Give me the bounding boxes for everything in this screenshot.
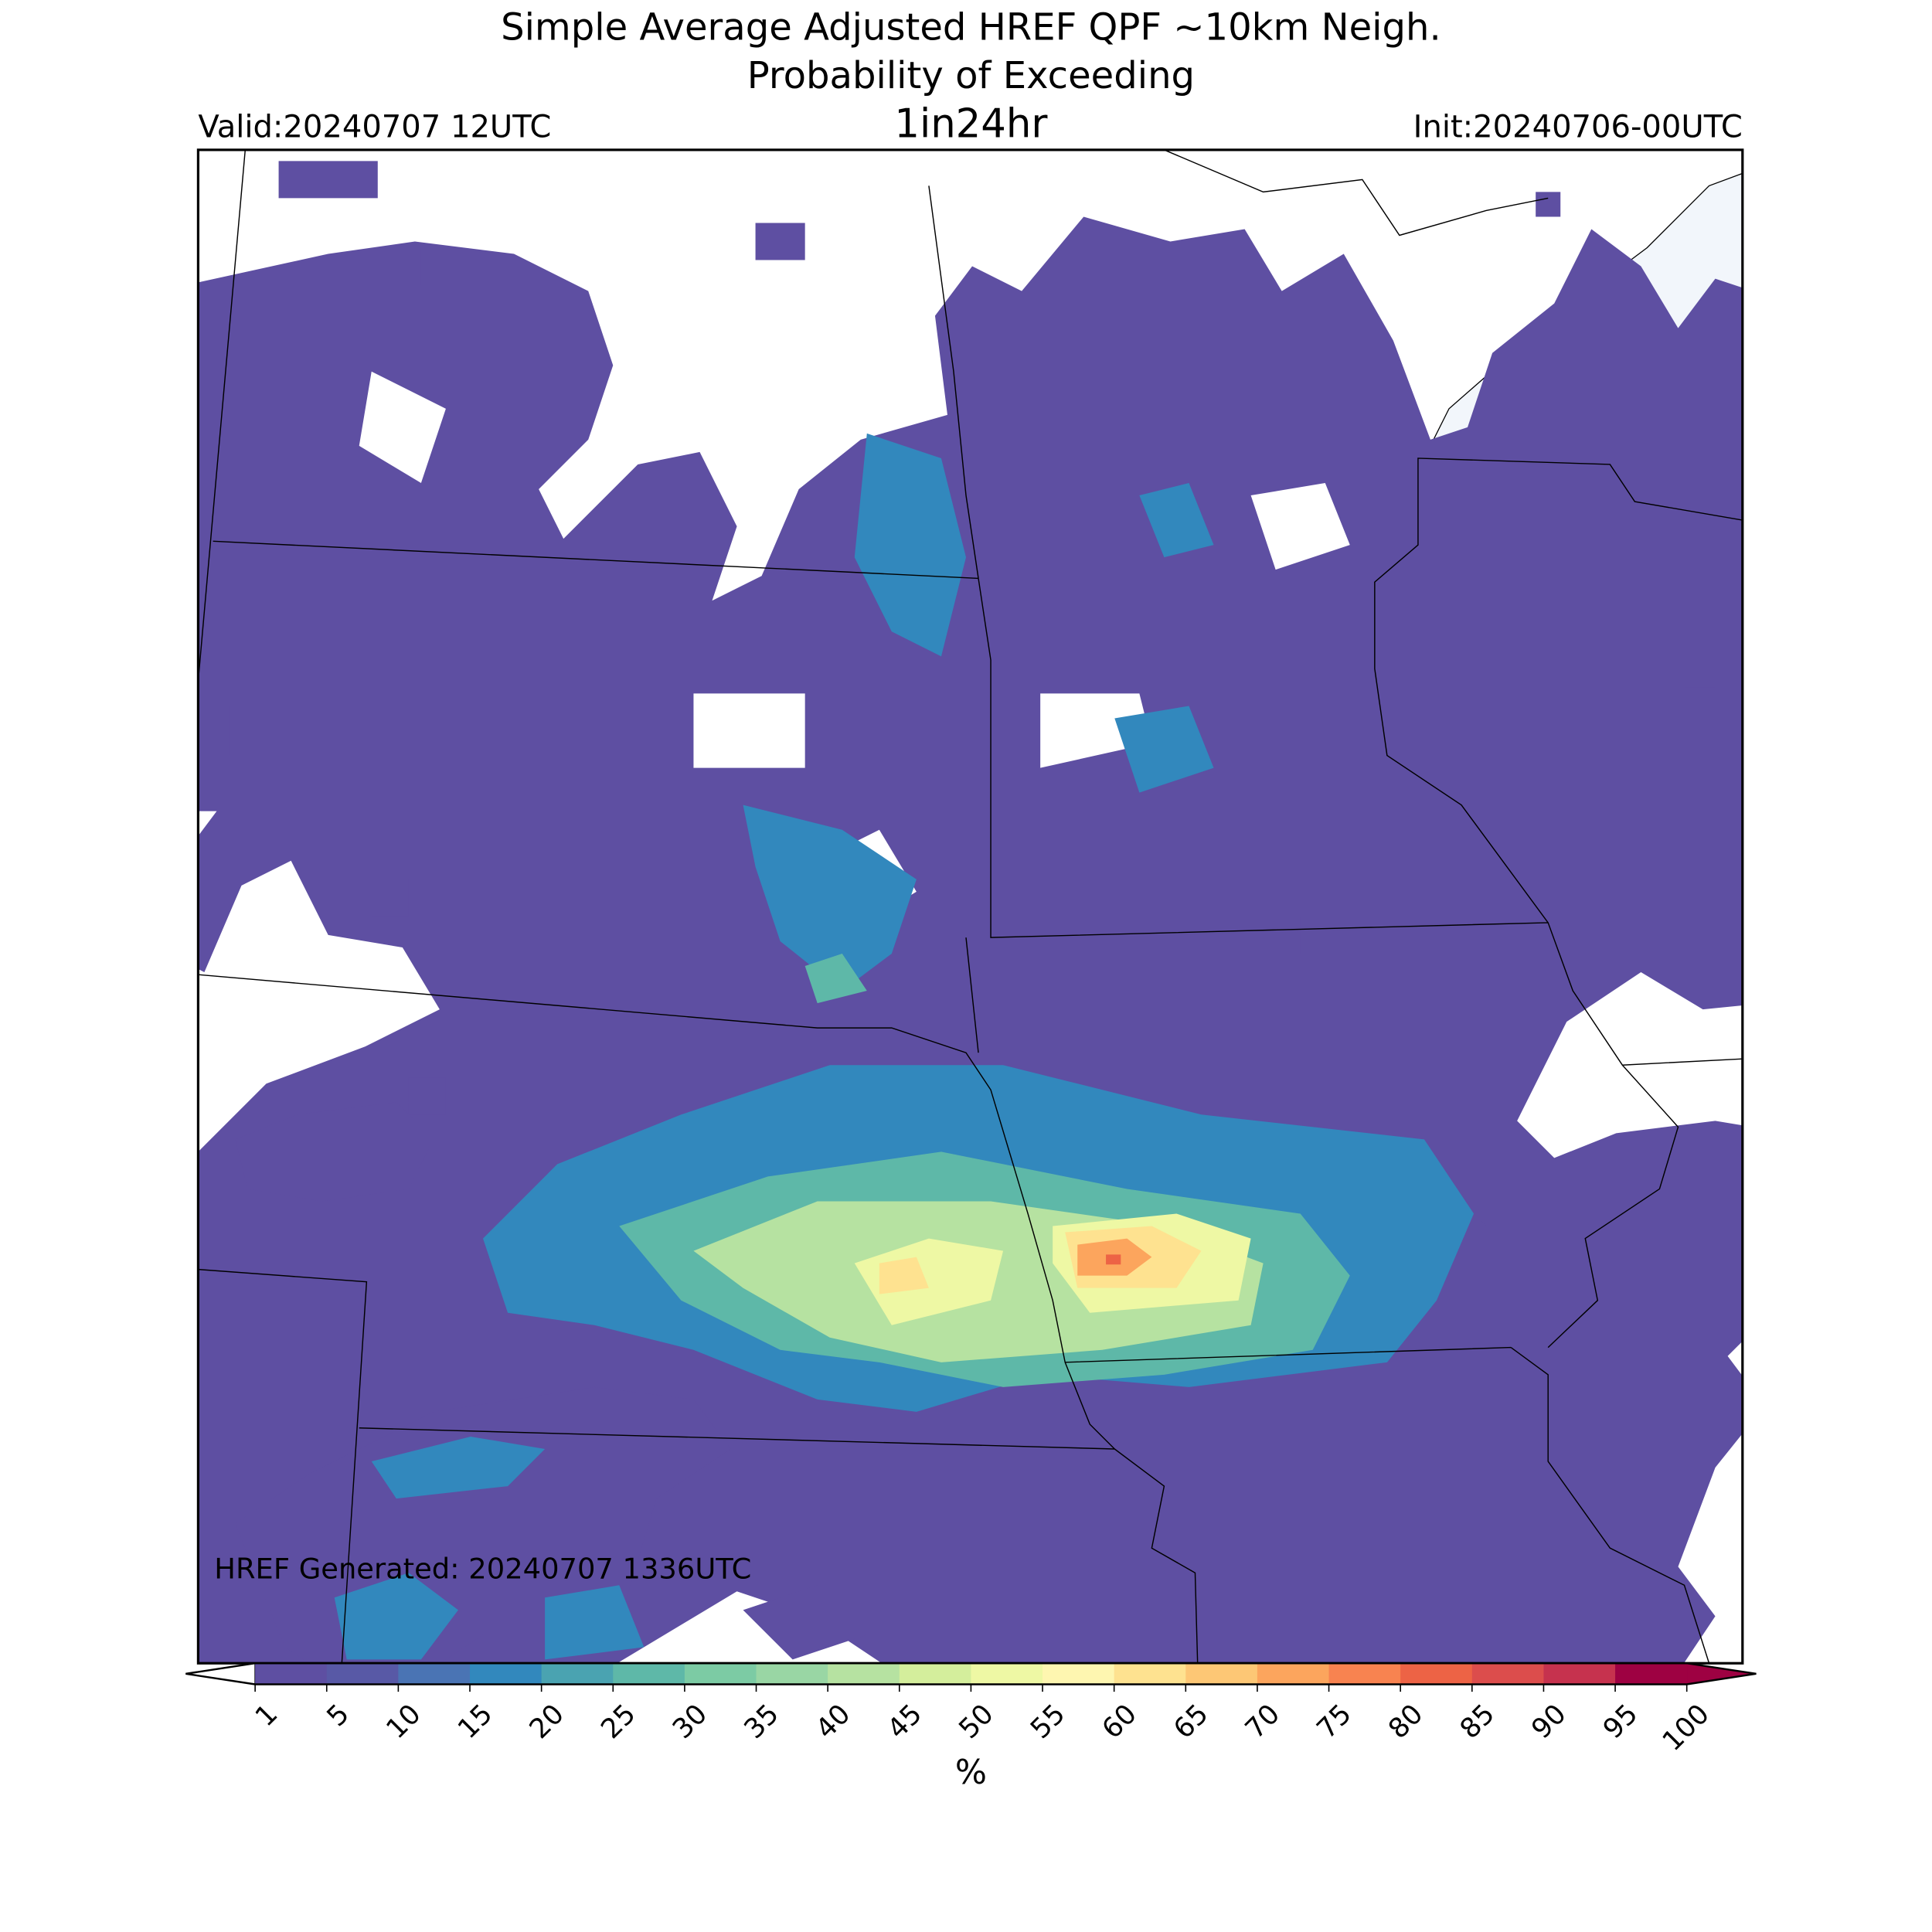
colorbar-segment	[899, 1663, 972, 1685]
colorbar-segment	[1400, 1663, 1473, 1685]
colorbar-tick-label: 65	[1168, 1698, 1215, 1745]
colorbar-tick-label: 55	[1025, 1698, 1072, 1745]
precip-probability	[198, 161, 1743, 1664]
generated-note: HREF Generated: 20240707 1336UTC	[214, 1553, 751, 1586]
colorbar-tick-label: 90	[1526, 1698, 1573, 1745]
colorbar-tick-label: 15	[452, 1698, 499, 1745]
colorbar-segment	[1185, 1663, 1258, 1685]
state-borders	[198, 149, 1743, 1664]
colorbar-label: %	[955, 1753, 987, 1792]
colorbar-outline	[185, 1662, 1757, 1685]
colorbar-tick-label: 20	[523, 1698, 570, 1745]
colorbar-segment	[756, 1663, 828, 1685]
colorbar-segment	[828, 1663, 900, 1685]
colorbar-tick-label: 30	[666, 1698, 713, 1745]
colorbar-segment	[1471, 1663, 1545, 1685]
colorbar-segment	[541, 1663, 614, 1685]
title-line: Simple Average Adjusted HREF QPF ~10km N…	[501, 5, 1441, 49]
colorbar-segment	[613, 1663, 685, 1685]
colorbar-over	[1685, 1662, 1757, 1685]
colorbar-tick-label: 75	[1311, 1698, 1358, 1745]
colorbar-segment	[1043, 1663, 1115, 1685]
threshold: 1in24hr	[894, 100, 1048, 147]
colorbar-segment	[1114, 1663, 1187, 1685]
valid-time: Valid:20240707 12UTC	[198, 110, 551, 145]
title-line: Probability of Exceeding	[747, 54, 1195, 97]
colorbar-tick-label: 35	[738, 1698, 785, 1745]
colorbar-tick-label: 10	[380, 1698, 427, 1745]
colorbar-segment	[1328, 1663, 1401, 1685]
init-time: Init:20240706-00UTC	[1413, 110, 1743, 145]
colorbar-segment	[1257, 1663, 1330, 1685]
colorbar-tick-label: 85	[1454, 1698, 1501, 1745]
colorbar-tick-label: 5	[321, 1698, 355, 1733]
colorbar-segment	[398, 1663, 471, 1685]
colorbar-segment	[684, 1663, 757, 1685]
colorbar-segment	[255, 1663, 328, 1685]
colorbar-tick-label: 1	[250, 1698, 284, 1733]
colorbar-tick-label: 100	[1656, 1698, 1716, 1757]
colorbar-under	[185, 1662, 256, 1685]
map: HREF Generated: 20240707 1336UTC	[196, 148, 1744, 1665]
colorbar-segment	[1615, 1663, 1688, 1685]
colorbar-segment	[1543, 1663, 1616, 1685]
colorbar-tick-label: 95	[1597, 1698, 1645, 1745]
colorbar-tick-label: 45	[881, 1698, 928, 1745]
colorbar-segment	[326, 1663, 400, 1685]
colorbar-tick-label: 60	[1096, 1698, 1143, 1745]
colorbar-tick-label: 25	[595, 1698, 642, 1745]
colorbar-tick-label: 40	[810, 1698, 857, 1745]
colorbar-segment	[971, 1663, 1043, 1685]
colorbar-segment	[470, 1663, 543, 1685]
colorbar: 1 5 10 15 20 25 30 35 40 45 50 55 60 65 70 75 80 85 90 95 10…	[185, 1662, 1757, 1757]
colorbar-tick-label: 70	[1239, 1698, 1286, 1745]
colorbar-tick-label: 80	[1383, 1698, 1430, 1745]
colorbar-tick-label: 50	[953, 1698, 1000, 1745]
